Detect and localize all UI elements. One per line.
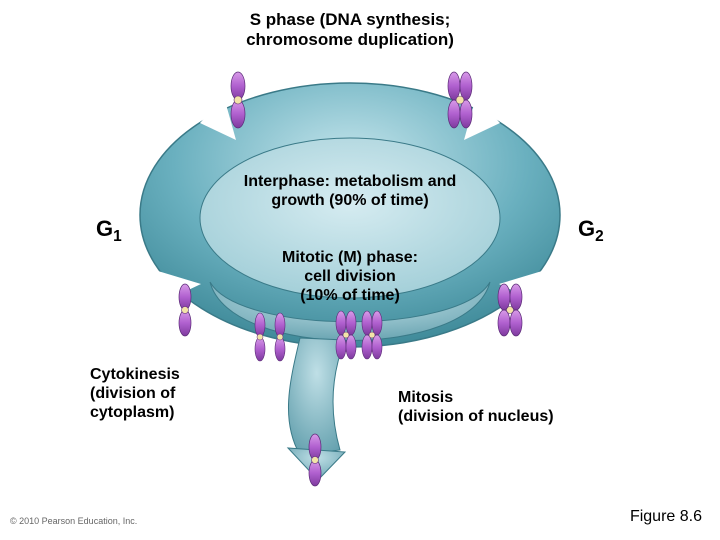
mitosis-label: Mitosis (division of nucleus)	[398, 388, 618, 426]
mitosis-line2: (division of nucleus)	[398, 408, 554, 425]
mphase-label: Mitotic (M) phase: cell division (10% of…	[235, 248, 465, 306]
mphase-line1: Mitotic (M) phase:	[282, 249, 418, 266]
cytokinesis-line2: (division of	[90, 385, 175, 402]
g2-prefix: G	[578, 216, 595, 241]
cytokinesis-line1: Cytokinesis	[90, 366, 180, 383]
chromosome-postcyto-icon	[179, 284, 191, 336]
g2-label: G2	[578, 216, 604, 247]
g1-prefix: G	[96, 216, 113, 241]
interphase-line1: Interphase: metabolism and	[244, 173, 457, 190]
s-phase-line2: chromosome duplication)	[246, 30, 454, 49]
interphase-line2: growth (90% of time)	[271, 192, 428, 209]
g2-sub: 2	[595, 228, 604, 246]
figure-number: Figure 8.6	[630, 508, 702, 526]
mitosis-line1: Mitosis	[398, 389, 453, 406]
mphase-line2: cell division	[304, 268, 396, 285]
copyright-text: © 2010 Pearson Education, Inc.	[10, 516, 137, 526]
cytokinesis-line3: cytoplasm)	[90, 404, 174, 421]
g1-sub: 1	[113, 228, 122, 246]
g1-label: G1	[96, 216, 122, 247]
interphase-label: Interphase: metabolism and growth (90% o…	[210, 172, 490, 210]
cytokinesis-label: Cytokinesis (division of cytoplasm)	[90, 365, 230, 423]
mphase-line3: (10% of time)	[300, 287, 400, 304]
chromosome-g1-icon	[231, 72, 245, 128]
s-phase-line1: S phase (DNA synthesis;	[250, 10, 451, 29]
s-phase-label: S phase (DNA synthesis; chromosome dupli…	[210, 10, 490, 51]
